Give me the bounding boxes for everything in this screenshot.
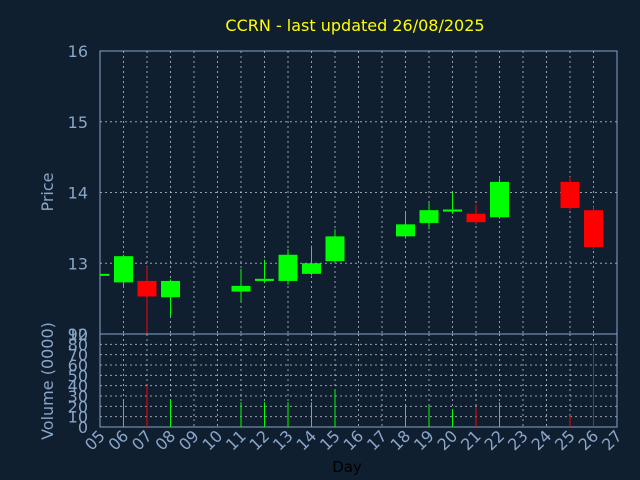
candle-body	[100, 273, 110, 276]
candle-body	[560, 181, 580, 209]
volume-tick-label: 10	[68, 408, 88, 427]
price-tick-label: 14	[68, 184, 88, 203]
volume-tick-label: 90	[68, 325, 88, 344]
chart-title: CCRN - last updated 26/08/2025	[225, 16, 484, 35]
candle	[396, 212, 415, 239]
price-tick-label: 16	[68, 42, 88, 61]
candle-body	[466, 213, 486, 223]
candle-body	[396, 224, 415, 237]
candle	[137, 266, 157, 334]
volume-tick-label: 80	[68, 335, 88, 354]
price-tick-label: 15	[68, 113, 88, 132]
volume-tick-label: 70	[68, 346, 88, 365]
price-axis-label: Price	[38, 172, 57, 211]
candle-body	[584, 210, 603, 247]
x-axis: 0506070809101112131415161718192021222324…	[81, 426, 626, 454]
candle	[466, 204, 486, 225]
volume-tick-label: 60	[68, 356, 88, 375]
candle	[255, 259, 274, 284]
candle	[278, 249, 298, 285]
price-tick-label: 12	[68, 325, 88, 344]
candle-body	[278, 254, 298, 281]
candle	[490, 178, 509, 219]
candle	[325, 229, 345, 264]
candle-body	[161, 280, 180, 298]
candle	[114, 254, 133, 289]
volume-panel-frame	[99, 333, 618, 428]
candle	[100, 273, 110, 276]
candle-body	[443, 209, 462, 212]
volume-tick-label: 30	[68, 387, 88, 406]
volume-tick-label: 0	[78, 418, 88, 437]
candle	[419, 203, 439, 230]
x-axis-label: Day	[332, 458, 362, 476]
candle	[443, 192, 462, 214]
candle-body	[137, 280, 157, 297]
candle-body	[114, 256, 133, 283]
price-panel: 12 13 14 15 16	[68, 42, 618, 344]
candle-body	[325, 236, 345, 262]
candle-body	[231, 285, 251, 292]
candle	[560, 176, 580, 211]
candle	[302, 245, 321, 276]
candle-body	[302, 263, 321, 274]
volume-axis-label: Volume (0000)	[38, 322, 57, 440]
candle	[584, 206, 603, 250]
candle	[161, 279, 180, 317]
price-tick-label: 13	[68, 254, 88, 273]
candle-body	[490, 181, 509, 218]
volume-tick-label: 40	[68, 377, 88, 396]
volume-tick-label: 20	[68, 397, 88, 416]
volume-tick-label: 50	[68, 366, 88, 385]
candle-body	[255, 278, 274, 281]
candle-body	[419, 210, 439, 223]
candle	[231, 268, 251, 303]
x-tick-label: 27	[598, 426, 626, 454]
